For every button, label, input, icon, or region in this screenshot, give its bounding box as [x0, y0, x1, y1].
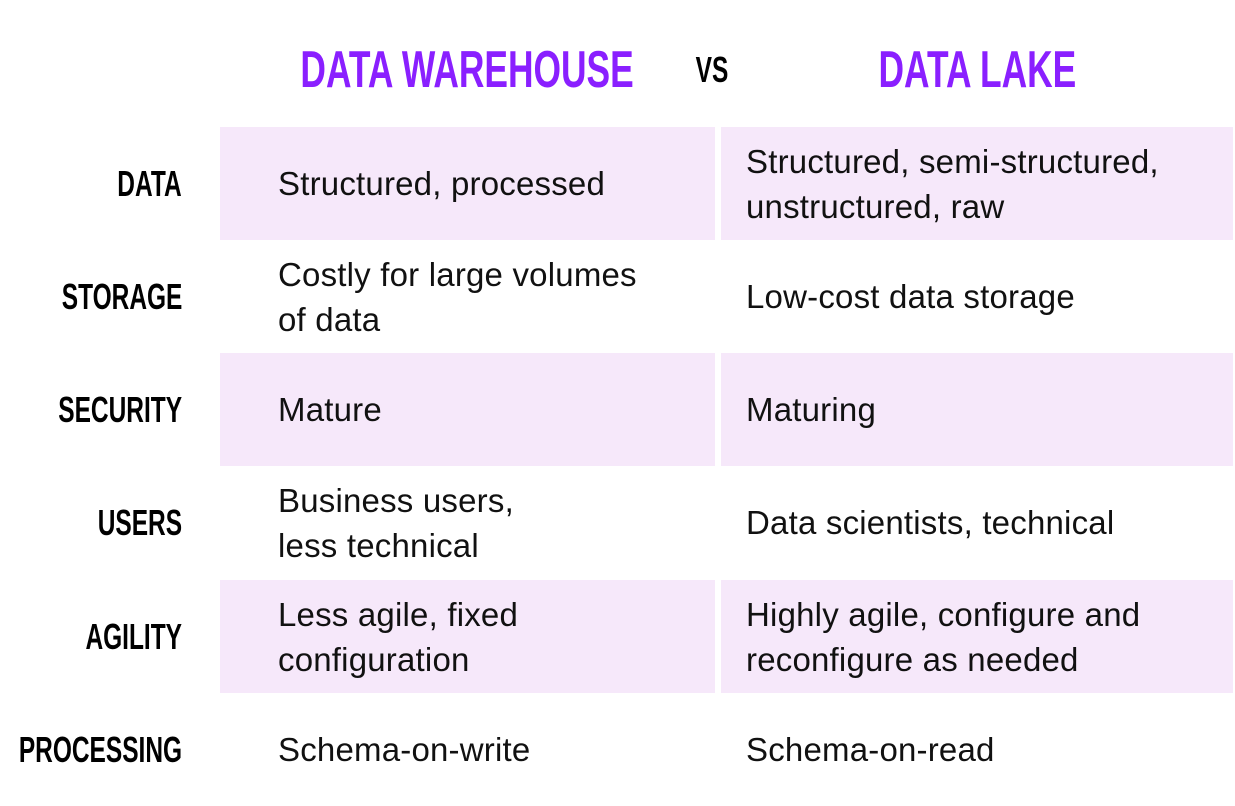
table-row: STORAGE Costly for large volumes of data …	[0, 240, 1235, 353]
lake-cell: Data scientists, technical	[721, 466, 1233, 579]
warehouse-cell: Costly for large volumes of data	[220, 240, 715, 353]
lake-cell: Schema-on-read	[721, 693, 1233, 806]
row-label: DATA	[117, 162, 182, 204]
table-row: AGILITY Less agile, fixed configuration H…	[0, 580, 1235, 693]
row-label: STORAGE	[61, 275, 182, 317]
table-row: DATA Structured, processed Structured, s…	[0, 127, 1235, 240]
warehouse-cell: Business users, less technical	[220, 466, 715, 579]
table-row: PROCESSING Schema-on-write Schema-on-rea…	[0, 693, 1235, 806]
row-label: AGILITY	[85, 615, 182, 657]
warehouse-cell: Mature	[220, 353, 715, 466]
table-row: SECURITY Mature Maturing	[0, 353, 1235, 466]
lake-value: Data scientists, technical	[746, 504, 1115, 541]
warehouse-value: Structured, processed	[278, 165, 606, 202]
data-lake-title: DATA LAKE	[878, 41, 1076, 99]
row-label: USERS	[97, 501, 182, 543]
lake-value: Maturing	[746, 391, 876, 428]
table-row: USERS Business users, less technical Data…	[0, 466, 1235, 579]
lake-value: Highly agile, configure and reconfigure a…	[746, 595, 1141, 678]
lake-cell: Low-cost data storage	[721, 240, 1233, 353]
warehouse-value: Costly for large volumes of data	[278, 255, 637, 338]
lake-cell: Structured, semi-structured, unstructured…	[721, 127, 1233, 240]
row-label: PROCESSING	[18, 728, 182, 770]
warehouse-cell: Schema-on-write	[220, 693, 715, 806]
vs-label: VS	[695, 49, 729, 90]
lake-value: Low-cost data storage	[746, 278, 1075, 315]
warehouse-cell: Structured, processed	[220, 127, 715, 240]
warehouse-value: Less agile, fixed configuration	[278, 595, 519, 678]
lake-value: Schema-on-read	[746, 731, 995, 768]
data-warehouse-title: DATA WAREHOUSE	[300, 41, 635, 99]
warehouse-value: Business users, less technical	[278, 481, 514, 564]
lake-cell: Highly agile, configure and reconfigure a…	[721, 580, 1233, 693]
warehouse-cell: Less agile, fixed configuration	[220, 580, 715, 693]
lake-value: Structured, semi-structured, unstructured…	[746, 142, 1159, 225]
warehouse-value: Schema-on-write	[278, 731, 531, 768]
row-label: SECURITY	[58, 388, 182, 430]
warehouse-value: Mature	[278, 391, 382, 428]
lake-cell: Maturing	[721, 353, 1233, 466]
